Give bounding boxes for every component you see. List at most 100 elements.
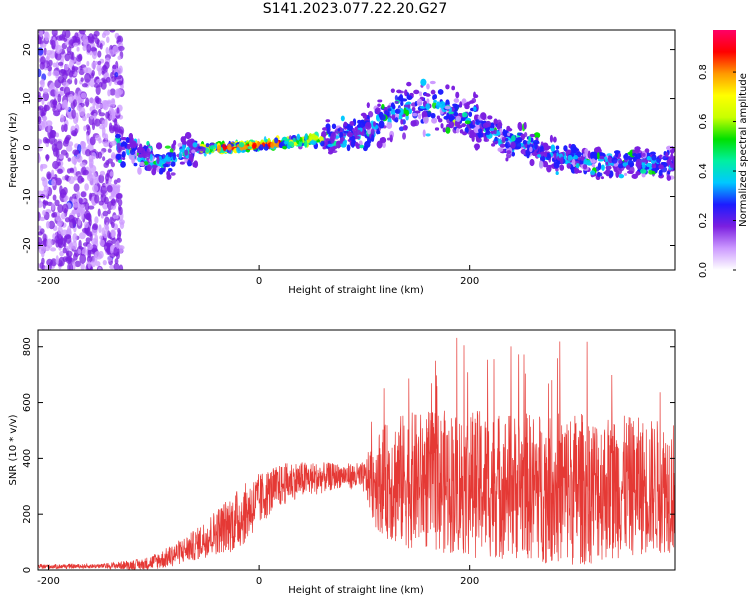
heatmap-cell — [62, 186, 68, 196]
heatmap-cell — [91, 49, 98, 60]
heatmap-cell — [109, 140, 117, 146]
heatmap-cell — [665, 151, 669, 158]
heatmap-cell — [422, 112, 429, 118]
heatmap-cell — [304, 140, 308, 148]
heatmap-cell — [670, 153, 674, 160]
colorbar-tick-label: 0.4 — [698, 163, 709, 179]
snr-panel: -200 0 200 0 200 400 600 800 Height of straigh… — [8, 329, 676, 596]
heatmap-cell — [122, 156, 126, 160]
heatmap-cell — [99, 170, 106, 176]
heatmap-cell — [75, 36, 81, 43]
heatmap-cell — [132, 142, 137, 149]
heatmap-cell — [98, 174, 105, 184]
heatmap-cell — [308, 133, 313, 141]
heatmap-cell — [109, 88, 116, 96]
heatmap-frame — [37, 29, 676, 271]
heatmap-cell — [79, 253, 87, 264]
heatmap-cell — [591, 151, 598, 157]
heatmap-cell — [119, 221, 125, 230]
heatmap-cell — [651, 154, 657, 161]
snr-y-label: SNR (10 * v/v) — [8, 414, 19, 485]
heatmap-cell — [52, 194, 57, 201]
heatmap-cell — [510, 141, 516, 149]
heatmap-cell — [84, 202, 90, 212]
heatmap-cell — [398, 126, 405, 132]
heatmap-cell — [64, 174, 69, 181]
heatmap-cell — [179, 161, 185, 165]
heatmap-cell — [110, 161, 116, 168]
heatmap-cell — [85, 97, 90, 108]
heatmap-cell — [598, 155, 605, 160]
heatmap-cell — [159, 159, 162, 167]
heatmap-cell — [448, 120, 455, 129]
heatmap-cell — [641, 172, 646, 178]
heatmap-cell — [98, 81, 103, 88]
colorbar-tick-label: 0.0 — [698, 262, 709, 278]
heatmap-cell — [327, 143, 334, 148]
heatmap-cell — [116, 185, 121, 194]
heatmap-cell — [583, 158, 588, 166]
heatmap-cell — [439, 101, 446, 109]
heatmap-cell — [68, 242, 74, 251]
heatmap-cell — [77, 175, 84, 184]
heatmap-cell — [156, 156, 160, 165]
heatmap-cell — [487, 115, 493, 120]
heatmap-cell — [113, 118, 118, 126]
heatmap-cell — [461, 112, 468, 118]
heatmap-cell — [359, 144, 365, 149]
heatmap-cell — [413, 89, 420, 95]
heatmap-cell — [646, 156, 652, 161]
heatmap-cell — [69, 168, 75, 174]
heatmap-cell — [304, 133, 308, 141]
heatmap-cell — [553, 136, 557, 143]
x-tick-label: 200 — [460, 276, 479, 287]
heatmap-cell — [66, 168, 72, 174]
heatmap-cell — [142, 154, 148, 159]
heatmap-cell — [321, 130, 327, 138]
heatmap-cell — [658, 169, 663, 177]
heatmap-cell — [88, 39, 95, 44]
heatmap-cell — [101, 99, 109, 105]
heatmap-cell — [116, 80, 124, 86]
heatmap-cell — [411, 106, 416, 112]
heatmap-cell — [80, 77, 84, 82]
heatmap-cell — [38, 225, 42, 231]
heatmap-cell — [72, 42, 79, 47]
heatmap-cell — [121, 151, 126, 158]
heatmap-cell — [282, 145, 287, 150]
heatmap-cell — [346, 144, 351, 152]
heatmap-cell — [38, 196, 41, 204]
heatmap-cell — [46, 201, 53, 207]
heatmap-cell — [42, 88, 49, 94]
heatmap-cell — [94, 216, 99, 224]
heatmap-cell — [110, 245, 114, 254]
heatmap-cell — [103, 196, 109, 205]
heatmap-cell — [394, 117, 399, 123]
heatmap-cell — [406, 95, 413, 100]
heatmap-cell — [56, 103, 61, 110]
heatmap-cell — [38, 106, 42, 111]
heatmap-cell — [464, 104, 470, 110]
heatmap-cell — [120, 136, 127, 141]
heatmap-cell — [325, 138, 331, 142]
heatmap-cell — [350, 140, 355, 148]
heatmap-cell — [618, 174, 625, 179]
heatmap-cell — [109, 264, 115, 270]
heatmap-cell — [66, 145, 73, 152]
heatmap-cell — [86, 255, 93, 263]
heatmap-cell — [78, 197, 83, 204]
heatmap-cell — [38, 115, 42, 125]
heatmap-cell — [566, 162, 572, 169]
heatmap-cell — [105, 159, 110, 166]
heatmap-cell — [159, 167, 166, 173]
heatmap-cell — [410, 120, 417, 127]
heatmap-cell — [93, 113, 97, 119]
heatmap-cell — [107, 148, 112, 153]
heatmap-cell — [102, 260, 107, 266]
heatmap-cell — [658, 164, 664, 170]
heatmap-cell — [405, 114, 409, 121]
heatmap-cell — [120, 84, 124, 90]
heatmap-cell — [43, 185, 50, 193]
heatmap-cell — [523, 121, 527, 130]
heatmap-cell — [247, 146, 253, 150]
